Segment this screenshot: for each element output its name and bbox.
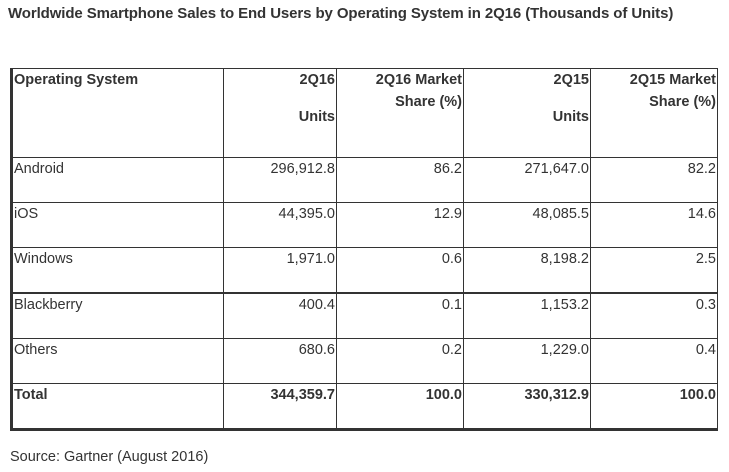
header-label: 2Q16 <box>299 72 335 88</box>
cell-2q16-units: 1,971.0 <box>223 247 337 294</box>
table-row-ios: iOS 44,395.0 12.9 48,085.5 14.6 <box>10 202 718 248</box>
header-2q15-share: 2Q15 Market Share (%) <box>590 68 718 158</box>
cell-2q16-share: 100.0 <box>336 383 464 431</box>
header-operating-system: Operating System <box>10 68 224 158</box>
table-row-blackberry: Blackberry 400.4 0.1 1,153.2 0.3 <box>10 292 718 339</box>
header-2q16-units: 2Q16 Units <box>223 68 337 158</box>
header-label: 2Q15 Market Share (%) <box>629 72 716 110</box>
sales-table: Operating System 2Q16 Units 2Q16 Market … <box>10 68 718 431</box>
cell-os: Blackberry <box>10 292 224 339</box>
cell-2q15-units: 48,085.5 <box>463 202 591 248</box>
cell-os: Total <box>10 383 224 431</box>
table-row-android: Android 296,912.8 86.2 271,647.0 82.2 <box>10 157 718 203</box>
cell-2q15-units: 271,647.0 <box>463 157 591 203</box>
cell-2q16-units: 344,359.7 <box>223 383 337 431</box>
cell-2q15-share: 100.0 <box>590 383 718 431</box>
page-title: Worldwide Smartphone Sales to End Users … <box>8 5 674 22</box>
header-2q16-share: 2Q16 Market Share (%) <box>336 68 464 158</box>
cell-2q15-share: 82.2 <box>590 157 718 203</box>
source-note: Source: Gartner (August 2016) <box>10 449 209 465</box>
cell-os: Android <box>10 157 224 203</box>
cell-os: Windows <box>10 247 224 294</box>
cell-2q15-share: 2.5 <box>590 247 718 294</box>
cell-2q16-units: 680.6 <box>223 338 337 384</box>
cell-2q16-share: 12.9 <box>336 202 464 248</box>
cell-2q16-units: 296,912.8 <box>223 157 337 203</box>
cell-2q15-units: 1,229.0 <box>463 338 591 384</box>
cell-2q15-share: 0.4 <box>590 338 718 384</box>
header-label: 2Q15 <box>553 72 589 88</box>
cell-2q15-units: 1,153.2 <box>463 292 591 339</box>
header-row: Operating System 2Q16 Units 2Q16 Market … <box>10 68 718 158</box>
cell-2q15-units: 330,312.9 <box>463 383 591 431</box>
header-sublabel: Units <box>552 109 589 125</box>
cell-2q16-share: 0.1 <box>336 292 464 339</box>
cell-2q16-share: 0.6 <box>336 247 464 294</box>
table-row-windows: Windows 1,971.0 0.6 8,198.2 2.5 <box>10 247 718 294</box>
cell-2q16-units: 44,395.0 <box>223 202 337 248</box>
header-label: 2Q16 Market Share (%) <box>375 72 462 110</box>
cell-2q15-units: 8,198.2 <box>463 247 591 294</box>
cell-2q15-share: 14.6 <box>590 202 718 248</box>
cell-2q16-share: 0.2 <box>336 338 464 384</box>
header-sublabel: Units <box>298 109 335 125</box>
cell-2q16-share: 86.2 <box>336 157 464 203</box>
table-row-total: Total 344,359.7 100.0 330,312.9 100.0 <box>10 383 718 431</box>
cell-2q16-units: 400.4 <box>223 292 337 339</box>
cell-os: Others <box>10 338 224 384</box>
table-row-others: Others 680.6 0.2 1,229.0 0.4 <box>10 338 718 384</box>
cell-2q15-share: 0.3 <box>590 292 718 339</box>
cell-os: iOS <box>10 202 224 248</box>
header-label: Operating System <box>14 72 139 88</box>
header-2q15-units: 2Q15 Units <box>463 68 591 158</box>
